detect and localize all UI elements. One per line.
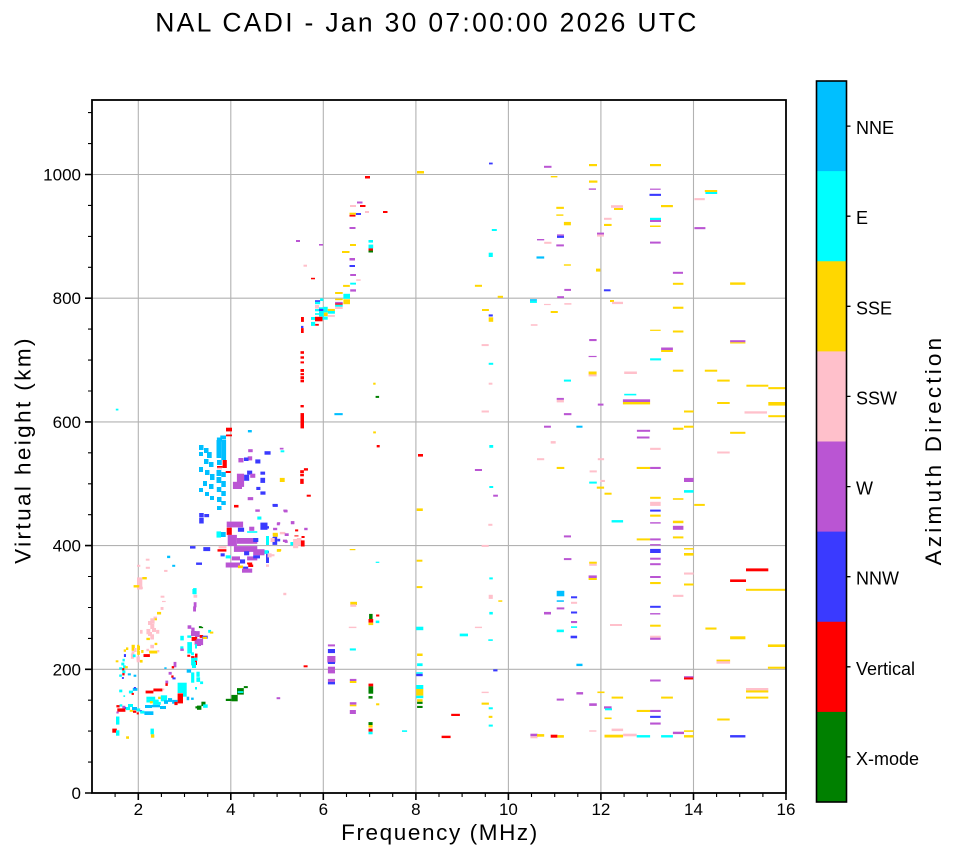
- svg-text:8: 8: [411, 800, 420, 819]
- svg-text:6: 6: [319, 800, 328, 819]
- svg-text:12: 12: [591, 800, 610, 819]
- svg-text:SSW: SSW: [856, 388, 897, 408]
- svg-text:0: 0: [72, 784, 81, 803]
- svg-text:10: 10: [499, 800, 518, 819]
- svg-text:400: 400: [53, 537, 81, 556]
- svg-text:200: 200: [53, 660, 81, 679]
- svg-text:NNW: NNW: [856, 569, 899, 589]
- svg-text:800: 800: [53, 289, 81, 308]
- svg-text:Vertical: Vertical: [856, 659, 915, 679]
- svg-text:Azimuth Direction: Azimuth Direction: [921, 335, 946, 566]
- svg-text:NNE: NNE: [856, 118, 894, 138]
- svg-text:600: 600: [53, 413, 81, 432]
- svg-text:W: W: [856, 479, 873, 499]
- svg-text:Virtual height (km): Virtual height (km): [11, 336, 36, 564]
- svg-text:1000: 1000: [43, 166, 81, 185]
- svg-text:Frequency (MHz): Frequency (MHz): [341, 820, 539, 845]
- svg-text:4: 4: [226, 800, 235, 819]
- svg-text:NAL CADI - Jan 30 07:00:00 202: NAL CADI - Jan 30 07:00:00 2026 UTC: [155, 8, 699, 38]
- svg-text:14: 14: [684, 800, 703, 819]
- svg-text:2: 2: [134, 800, 143, 819]
- svg-text:SSE: SSE: [856, 298, 892, 318]
- svg-text:E: E: [856, 208, 868, 228]
- svg-text:X-mode: X-mode: [856, 749, 919, 769]
- svg-text:16: 16: [777, 800, 796, 819]
